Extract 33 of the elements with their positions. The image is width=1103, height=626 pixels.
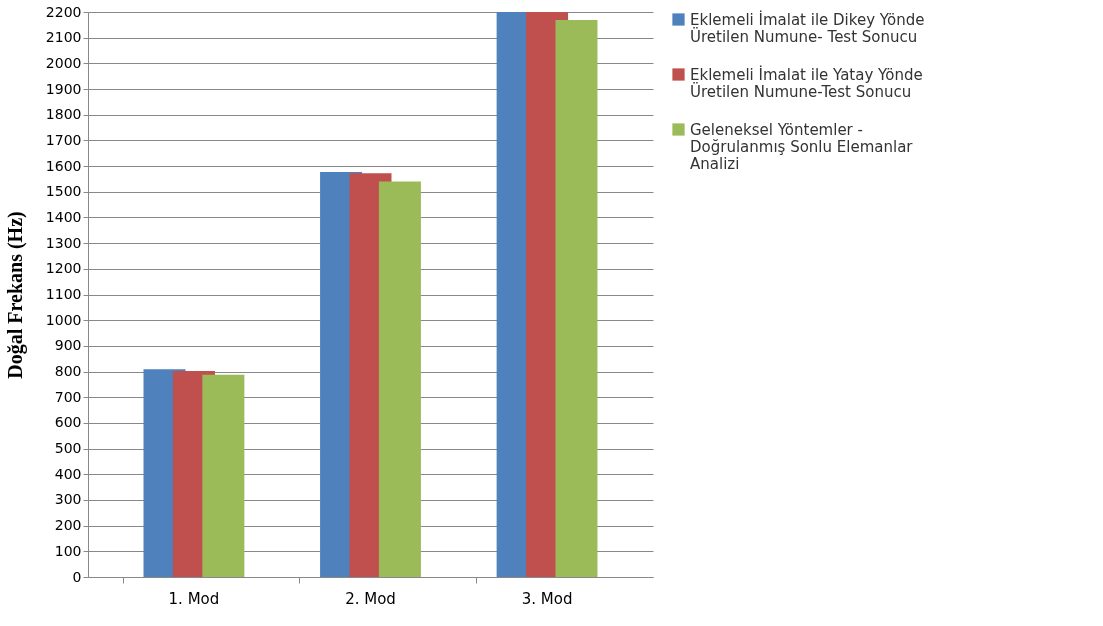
y-tick-label: 600 [54,414,82,431]
y-tick-label: 1500 [45,183,82,200]
legend-label: Geleneksel Yöntemler - Doğrulanmış Sonlu Elemanlar Analizi [690,120,914,173]
bar [202,374,245,577]
y-axis-title: Doğal Frekans (Hz) [3,211,27,379]
y-tick-label: 1400 [45,208,82,225]
y-tick-label: 100 [54,542,82,559]
y-tick-label: 800 [54,363,82,380]
x-tick-label: 2. Mod [345,589,396,608]
y-tick-label: 1900 [45,80,82,97]
y-tick-label: 400 [54,465,82,482]
bar [378,181,421,577]
y-tick-label: 0 [72,568,82,585]
y-tick-label: 1700 [45,131,82,148]
y-tick-label: 1800 [45,106,82,123]
y-tick-label: 500 [54,440,82,457]
x-tick-label: 3. Mod [521,589,573,608]
y-tick-label: 2200 [45,3,82,20]
legend-label: Eklemeli İmalat ile Dikey Yönde Üretilen Numune- Test Sonucu [690,9,925,46]
y-tick-label: 2100 [45,29,82,46]
y-tick-label: 1300 [45,234,82,251]
y-tick-label: 200 [54,517,82,534]
y-tick-label: 1200 [45,260,82,277]
y-tick-label: 1100 [45,286,82,302]
bar [555,19,598,577]
y-tick-label: 1600 [45,157,82,174]
y-tick-label: 2000 [45,54,82,71]
x-tick-label: 1. Mod [168,589,220,608]
y-tick-label: 700 [54,388,82,405]
y-tick-label: 1000 [45,311,82,328]
y-tick-label: 300 [54,491,82,508]
y-tick-label: 900 [54,337,82,354]
legend-label: Eklemeli İmalat ile Yatay Yönde Üretilen Numune-Test Sonucu [690,64,923,101]
